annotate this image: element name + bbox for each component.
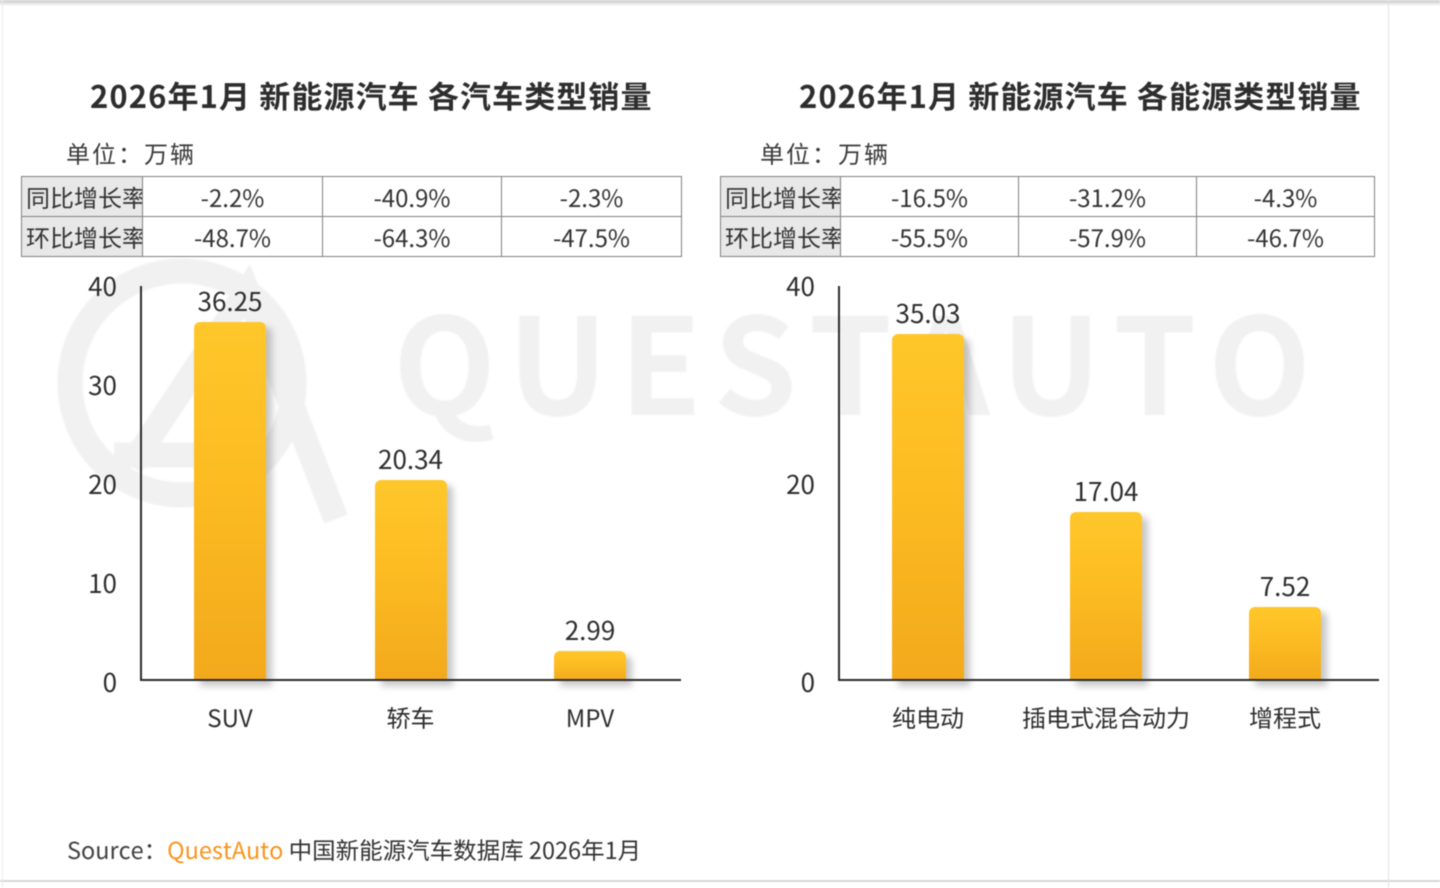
growth-table: 同比增长率 -16.5% -31.2% -4.3% 环比增长率 -55.5% -57.9% -…: [720, 176, 1375, 257]
growth-table-cell: -4.3%: [1196, 176, 1375, 217]
y-axis-line: [838, 286, 840, 681]
chart-title: 2026年1月 新能源汽车 各汽车类型销量: [90, 72, 653, 117]
growth-table-row-label: 环比增长率: [21, 216, 143, 257]
growth-table-cell: -46.7%: [1196, 216, 1375, 257]
x-axis-line: [140, 679, 681, 681]
bar: [374, 480, 447, 681]
page-edge-left: [2, 0, 3, 888]
source-prefix: Source：: [67, 832, 168, 866]
unit-label: 单位：万辆: [66, 135, 196, 170]
category-label: 轿车: [386, 699, 435, 734]
growth-table-cell: -40.9%: [322, 176, 502, 217]
logo-a-legs-icon: [120, 264, 348, 524]
bar: [554, 651, 626, 681]
growth-table-cell: -57.9%: [1018, 216, 1197, 257]
y-axis-tick-label: 30: [88, 366, 117, 403]
source-suffix: 中国新能源汽车数据库 2026年1月: [288, 832, 642, 866]
chart-title: 2026年1月 新能源汽车 各能源类型销量: [799, 72, 1362, 117]
bar-value-label: 7.52: [1259, 567, 1311, 604]
y-axis-tick-label: 40: [786, 267, 815, 304]
category-label: MPV: [565, 699, 615, 734]
y-axis-tick-label: 20: [786, 465, 815, 502]
category-label: 增程式: [1249, 699, 1321, 734]
category-label: 纯电动: [892, 699, 964, 734]
watermark-text: QUESTAUTO: [393, 260, 1323, 454]
growth-table-row-label: 同比增长率: [720, 176, 841, 217]
y-axis-tick-label: 0: [102, 663, 117, 700]
growth-table-row: 同比增长率 -2.2% -40.9% -2.3%: [21, 176, 682, 217]
category-label: SUV: [207, 699, 253, 734]
page-edge-bottom: [0, 880, 1440, 882]
y-axis-tick-label: 0: [800, 663, 815, 700]
bar-value-label: 2.99: [564, 611, 616, 648]
source-line: Source：QuestAuto 中国新能源汽车数据库 2026年1月: [67, 832, 641, 866]
bar: [892, 334, 964, 681]
growth-table-row: 环比增长率 -55.5% -57.9% -46.7%: [720, 216, 1375, 257]
page-edge-top: [0, 0, 1440, 6]
growth-table-cell: -48.7%: [142, 216, 323, 257]
growth-table-cell: -2.3%: [501, 176, 682, 217]
growth-table-row: 同比增长率 -16.5% -31.2% -4.3%: [720, 176, 1375, 217]
growth-table: 同比增长率 -2.2% -40.9% -2.3% 环比增长率 -48.7% -64.3% -4…: [21, 176, 682, 257]
bar-value-label: 20.34: [378, 440, 443, 477]
growth-table-cell: -47.5%: [501, 216, 682, 257]
source-brand: QuestAuto: [167, 832, 284, 866]
growth-table-cell: -2.2%: [142, 176, 323, 217]
growth-table-cell: -16.5%: [840, 176, 1019, 217]
bar-value-label: 36.25: [197, 282, 263, 319]
x-axis-line: [838, 679, 1379, 681]
y-axis-tick-label: 10: [88, 564, 117, 601]
growth-table-row-label: 环比增长率: [720, 216, 841, 257]
y-axis-tick-label: 20: [88, 465, 117, 502]
bar: [194, 322, 266, 681]
y-axis-line: [140, 286, 142, 681]
growth-table-cell: -64.3%: [322, 216, 502, 257]
bar: [1249, 607, 1321, 681]
category-label: 插电式混合动力: [1022, 699, 1190, 734]
growth-table-row: 环比增长率 -48.7% -64.3% -47.5%: [21, 216, 682, 257]
bar-value-label: 17.04: [1073, 472, 1139, 509]
page-edge-right: [1388, 0, 1389, 888]
growth-table-cell: -31.2%: [1018, 176, 1197, 217]
unit-label: 单位：万辆: [760, 135, 890, 170]
bar: [1070, 512, 1142, 681]
growth-table-row-label: 同比增长率: [21, 176, 143, 217]
bar-value-label: 35.03: [895, 294, 961, 331]
y-axis-tick-label: 40: [88, 267, 117, 304]
growth-table-cell: -55.5%: [840, 216, 1019, 257]
